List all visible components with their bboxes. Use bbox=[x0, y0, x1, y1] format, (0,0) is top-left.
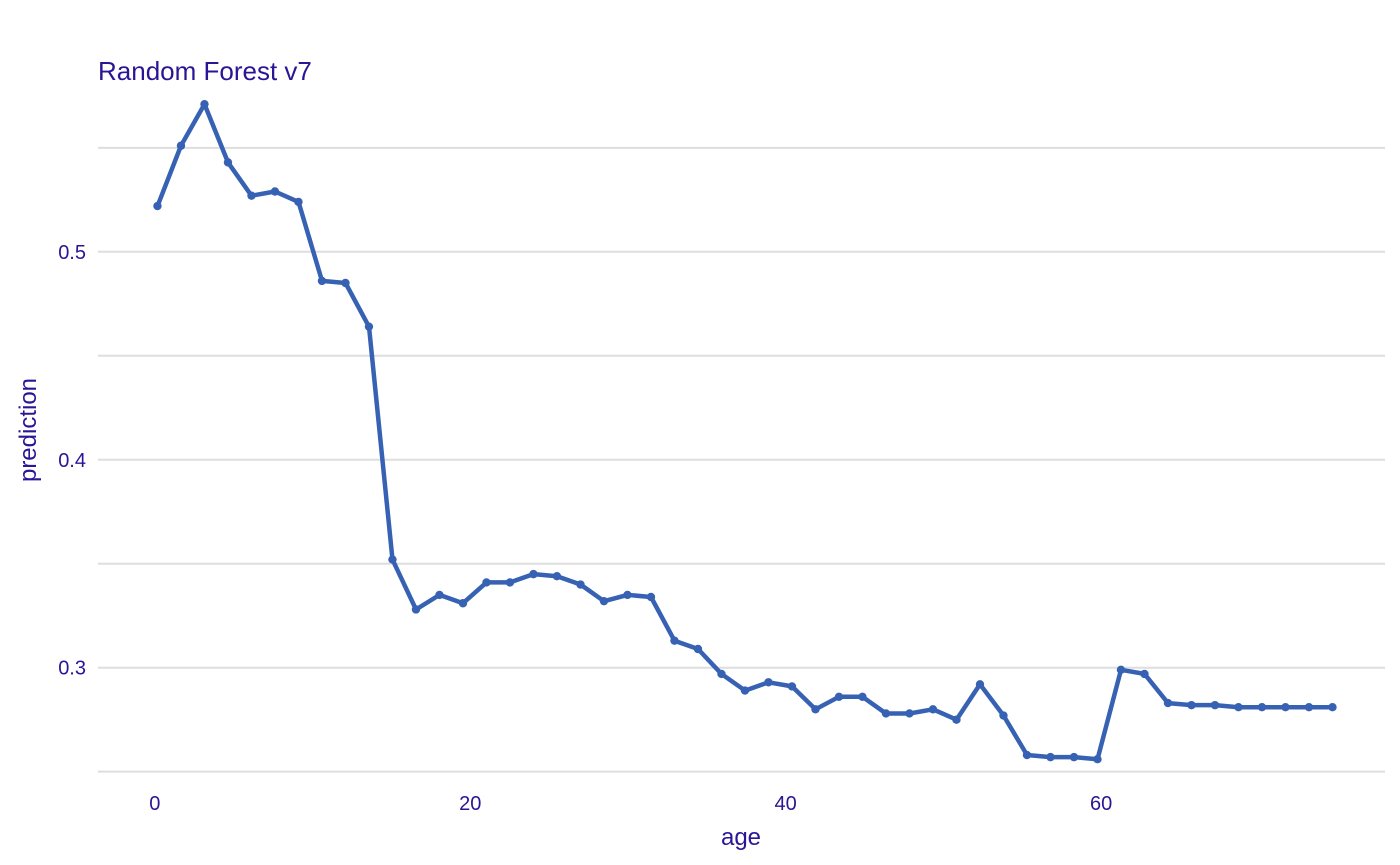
data-point bbox=[1187, 700, 1196, 710]
gridlines bbox=[98, 146, 1385, 773]
data-point bbox=[1234, 703, 1243, 712]
data-point bbox=[1257, 703, 1267, 712]
data-point bbox=[1046, 752, 1055, 762]
series-line bbox=[155, 101, 1335, 762]
data-point bbox=[952, 715, 961, 724]
data-point bbox=[670, 636, 679, 645]
data-point bbox=[599, 596, 609, 606]
data-point bbox=[1140, 669, 1149, 679]
data-point bbox=[834, 692, 844, 702]
data-point bbox=[717, 669, 726, 679]
data-point bbox=[153, 201, 162, 211]
data-point bbox=[1328, 703, 1337, 712]
x-tick-label: 40 bbox=[775, 793, 797, 815]
data-point bbox=[223, 158, 233, 167]
series-line-layer bbox=[155, 101, 1335, 762]
data-point bbox=[505, 578, 515, 587]
data-point bbox=[200, 99, 209, 109]
x-axis-label: age bbox=[721, 824, 761, 851]
y-axis-label: prediction bbox=[15, 378, 42, 482]
data-point bbox=[364, 322, 374, 331]
data-point bbox=[646, 592, 656, 602]
y-tick-labels: 0.3 0.4 0.5 bbox=[58, 242, 86, 680]
x-tick-labels: 0 20 40 60 bbox=[149, 793, 1112, 815]
data-point bbox=[388, 555, 397, 564]
data-point bbox=[858, 692, 867, 702]
y-tick-label: 0.3 bbox=[58, 658, 86, 680]
data-point bbox=[905, 709, 914, 718]
data-point bbox=[317, 276, 327, 286]
data-point bbox=[270, 187, 280, 196]
data-point bbox=[1163, 698, 1173, 708]
data-point bbox=[1022, 750, 1032, 760]
data-point bbox=[1093, 755, 1102, 764]
data-point bbox=[576, 580, 585, 589]
data-point bbox=[341, 278, 350, 288]
data-point bbox=[1304, 703, 1314, 712]
data-point bbox=[764, 678, 773, 687]
data-point bbox=[999, 711, 1008, 720]
data-point bbox=[881, 709, 891, 718]
data-point bbox=[482, 578, 491, 587]
data-point bbox=[975, 680, 985, 689]
data-point bbox=[1210, 700, 1220, 710]
y-tick-label: 0.4 bbox=[58, 450, 86, 472]
data-point bbox=[435, 590, 444, 600]
data-point bbox=[740, 686, 750, 695]
data-point bbox=[693, 644, 703, 654]
data-point bbox=[623, 590, 632, 600]
data-point bbox=[811, 705, 820, 714]
data-point bbox=[411, 605, 421, 614]
data-point bbox=[458, 599, 468, 608]
data-point bbox=[294, 197, 303, 207]
data-point bbox=[1116, 665, 1126, 674]
chart-title: Random Forest v7 bbox=[98, 56, 312, 86]
data-point bbox=[1281, 703, 1290, 712]
x-tick-label: 60 bbox=[1090, 793, 1112, 815]
data-point bbox=[552, 572, 562, 581]
data-point bbox=[787, 682, 797, 691]
x-tick-label: 20 bbox=[459, 793, 481, 815]
y-tick-label: 0.5 bbox=[58, 242, 86, 264]
data-point bbox=[928, 705, 938, 714]
data-point bbox=[176, 141, 186, 150]
data-point bbox=[1069, 752, 1079, 762]
data-point bbox=[529, 569, 538, 579]
x-tick-label: 0 bbox=[149, 793, 160, 815]
series-points bbox=[153, 99, 1337, 764]
data-point bbox=[247, 191, 256, 200]
